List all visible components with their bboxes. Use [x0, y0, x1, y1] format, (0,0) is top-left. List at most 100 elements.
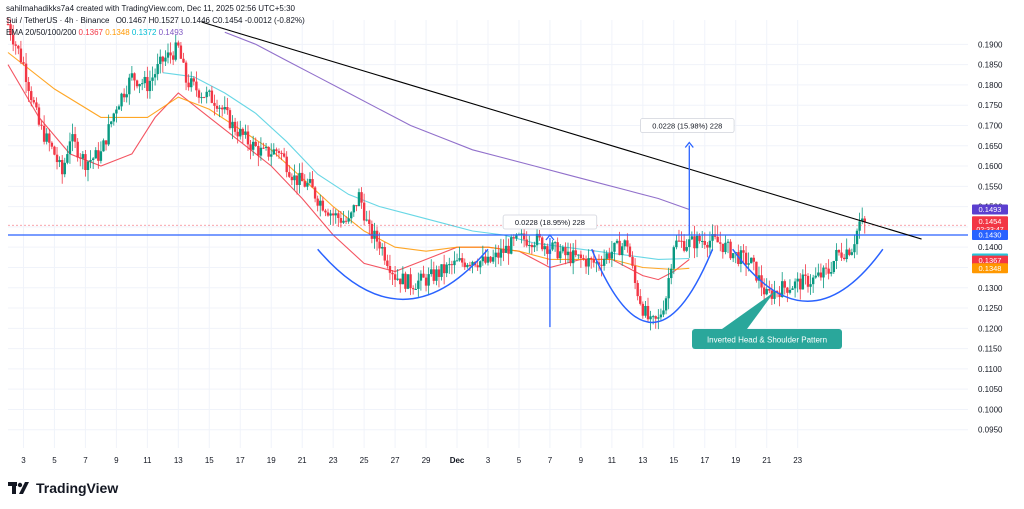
descending-trendline — [201, 21, 922, 240]
candle-down — [249, 144, 252, 150]
price-tick-label: 0.1400 — [978, 243, 1003, 252]
ema-line-3 — [162, 72, 690, 260]
candle-down — [76, 141, 79, 158]
candle-up — [94, 150, 97, 159]
candle-down — [202, 97, 206, 99]
candle-up — [63, 162, 66, 175]
candle-down — [226, 107, 229, 111]
candle-up — [814, 275, 817, 278]
candle-down — [540, 237, 544, 250]
candle-down — [863, 218, 866, 223]
candle-down — [393, 274, 397, 280]
time-tick-label: 7 — [548, 456, 553, 465]
price-tick-label: 0.1100 — [978, 365, 1002, 374]
candle-down — [262, 147, 265, 149]
candle-down — [355, 205, 358, 207]
time-tick-label: 17 — [700, 456, 709, 465]
candle-up — [153, 74, 157, 78]
candle-up — [200, 97, 203, 99]
symbol-name[interactable]: Sui / TetherUS · 4h · Binance — [6, 16, 110, 25]
candle-down — [698, 235, 701, 242]
price-tick-label: 0.0950 — [978, 426, 1003, 435]
candle-down — [370, 223, 374, 239]
price-label: 0.1367 — [979, 256, 1002, 265]
candle-up — [128, 77, 131, 95]
candle-down — [339, 218, 343, 223]
price-tick-label: 0.1800 — [978, 81, 1003, 90]
candle-up — [99, 151, 103, 161]
price-axis[interactable]: 0.1900 0.1850 0.1800 0.1750 0.1700 0.1650 0.16… — [972, 40, 1008, 435]
candle-up — [329, 213, 332, 216]
candle-down — [729, 241, 732, 259]
candle-up — [174, 42, 177, 60]
candle-down — [489, 256, 492, 262]
ema-legend[interactable]: EMA 20/50/100/200 0.1367 0.1348 0.1372 0… — [6, 28, 183, 37]
ema50-value: 0.1348 — [105, 28, 130, 37]
candle-up — [765, 289, 768, 295]
candle-down — [300, 172, 304, 182]
candle-up — [615, 240, 619, 243]
measure-box-label: 0.0228 (18.95%) 228 — [515, 218, 585, 227]
candle-down — [484, 256, 487, 263]
time-tick-label: 5 — [52, 456, 57, 465]
candle-up — [117, 106, 121, 110]
candle-up — [747, 263, 750, 265]
price-tick-label: 0.1250 — [978, 304, 1003, 313]
candle-down — [311, 179, 314, 188]
candle-down — [502, 249, 505, 253]
candle-down — [257, 146, 260, 156]
candle-down — [525, 239, 528, 246]
candle-down — [522, 233, 526, 240]
candle-up — [533, 245, 536, 248]
candle-down — [636, 282, 639, 297]
measure-arrowhead — [545, 233, 555, 241]
candle-up — [796, 278, 799, 282]
candle-down — [267, 146, 270, 157]
symbol-ohlc-line[interactable]: Sui / TetherUS · 4h · Binance O0.1467 H0… — [6, 16, 305, 25]
candle-up — [551, 242, 554, 250]
candle-up — [140, 83, 144, 85]
candle-down — [608, 253, 611, 259]
candle-down — [362, 202, 366, 221]
candle-down — [378, 241, 381, 249]
candle-down — [424, 277, 428, 286]
candlesticks — [6, 17, 866, 331]
candle-down — [716, 236, 719, 243]
time-tick-label: Dec — [450, 456, 465, 465]
candle-down — [538, 233, 541, 238]
candle-up — [695, 235, 699, 249]
chart-attribution: sahilmahadikks7a4 created with TradingVi… — [6, 4, 295, 13]
candle-up — [739, 250, 743, 264]
candle-up — [86, 161, 90, 170]
candle-up — [659, 314, 663, 318]
candle-up — [298, 172, 301, 185]
candle-down — [799, 278, 802, 290]
candle-up — [850, 252, 854, 255]
candle-down — [386, 260, 389, 267]
candle-up — [143, 76, 146, 84]
candle-up — [830, 272, 833, 274]
candle-down — [368, 219, 371, 224]
candle-up — [466, 264, 469, 268]
time-axis[interactable]: 3 5 7 9 11 13 15 17 19 21 23 25 27 29 Dec 3 5 7 9 11 13 15 17 1… — [21, 456, 802, 465]
candle-down — [752, 257, 756, 262]
candle-up — [510, 237, 513, 254]
candle-down — [35, 102, 38, 108]
ema-legend-label[interactable]: EMA 20/50/100/200 — [6, 28, 77, 37]
candle-down — [360, 192, 363, 203]
candle-up — [58, 160, 61, 163]
chart-overlays: 0.0228 (18.95%) 228 0.0228 (15.98%) 228 In… — [8, 21, 968, 349]
candle-up — [342, 220, 345, 223]
candle-down — [693, 236, 696, 249]
price-tick-label: 0.1150 — [978, 345, 1002, 354]
candle-down — [184, 62, 188, 83]
candle-down — [706, 244, 709, 248]
time-tick-label: 19 — [267, 456, 276, 465]
candle-down — [135, 80, 139, 87]
candle-down — [40, 124, 43, 126]
candle-up — [757, 275, 761, 281]
candle-up — [708, 240, 712, 248]
candle-up — [208, 90, 211, 92]
tradingview-logo[interactable]: TradingView — [8, 480, 118, 496]
candle-up — [115, 109, 118, 114]
